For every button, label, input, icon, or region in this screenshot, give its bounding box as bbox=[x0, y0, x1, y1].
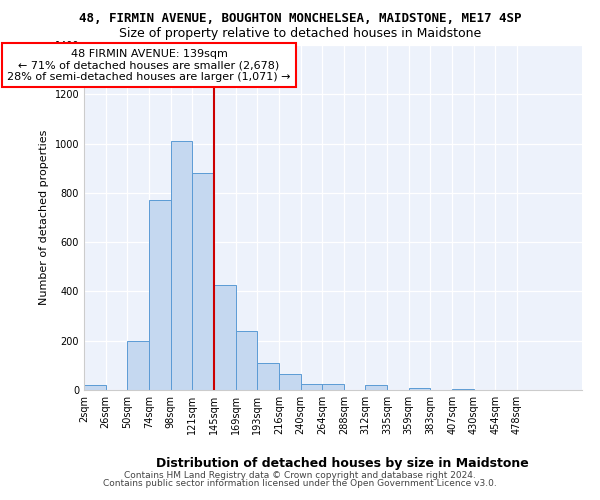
Bar bbox=[84, 385, 106, 390]
Bar bbox=[279, 374, 301, 390]
Bar bbox=[214, 286, 236, 390]
Text: 48 FIRMIN AVENUE: 139sqm
← 71% of detached houses are smaller (2,678)
28% of sem: 48 FIRMIN AVENUE: 139sqm ← 71% of detach… bbox=[7, 48, 291, 82]
Text: 48, FIRMIN AVENUE, BOUGHTON MONCHELSEA, MAIDSTONE, ME17 4SP: 48, FIRMIN AVENUE, BOUGHTON MONCHELSEA, … bbox=[79, 12, 521, 26]
Text: Distribution of detached houses by size in Maidstone: Distribution of detached houses by size … bbox=[155, 458, 529, 470]
Bar bbox=[170, 141, 192, 390]
Text: Contains HM Land Registry data © Crown copyright and database right 2024.: Contains HM Land Registry data © Crown c… bbox=[124, 471, 476, 480]
Text: Size of property relative to detached houses in Maidstone: Size of property relative to detached ho… bbox=[119, 28, 481, 40]
Bar bbox=[192, 173, 214, 390]
Bar bbox=[409, 388, 430, 390]
Bar bbox=[149, 200, 170, 390]
Bar bbox=[236, 331, 257, 390]
Bar bbox=[452, 389, 474, 390]
Bar bbox=[127, 340, 149, 390]
Bar bbox=[257, 363, 279, 390]
Text: Contains public sector information licensed under the Open Government Licence v3: Contains public sector information licen… bbox=[103, 478, 497, 488]
Bar bbox=[322, 384, 344, 390]
Bar bbox=[301, 384, 322, 390]
Bar bbox=[365, 385, 387, 390]
Y-axis label: Number of detached properties: Number of detached properties bbox=[39, 130, 49, 305]
